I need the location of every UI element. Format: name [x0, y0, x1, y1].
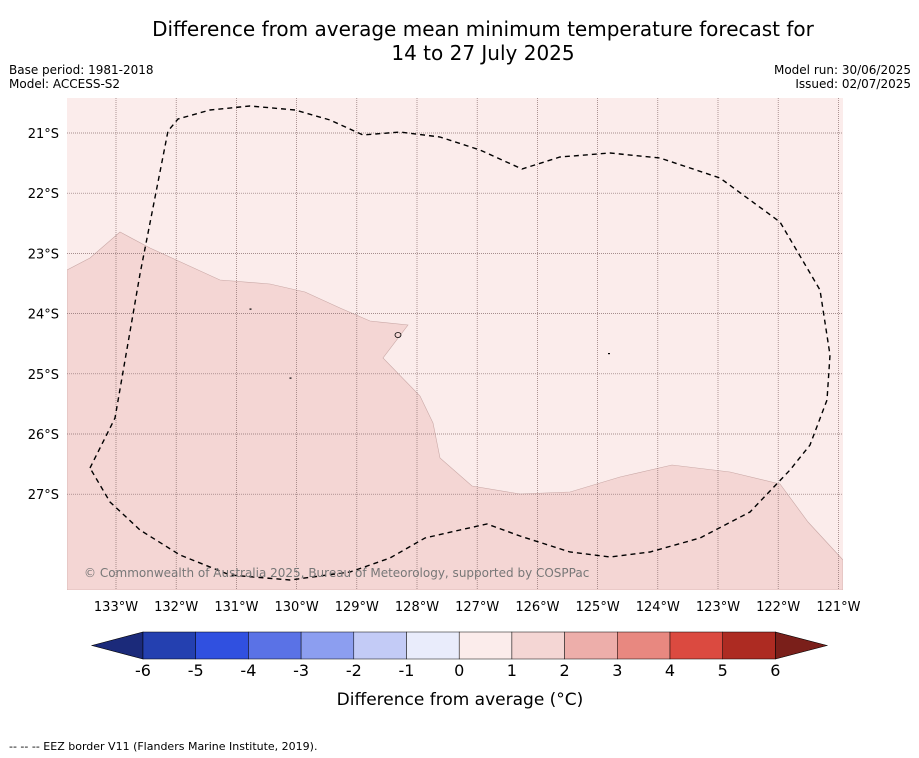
copyright-notice: © Commonwealth of Australia 2025, Bureau…: [84, 566, 589, 580]
meta-left: Base period: 1981-2018 Model: ACCESS-S2: [9, 63, 154, 91]
colorbar-tick: 1: [507, 661, 517, 680]
lon-label: 124°W: [636, 600, 680, 615]
eez-footnote: -- -- -- EEZ border V11 (Flanders Marine…: [9, 740, 318, 753]
lon-label: 127°W: [455, 600, 499, 615]
issued-date: Issued: 02/07/2025: [795, 77, 911, 91]
colorbar-segment: [142, 631, 196, 660]
lon-label: 126°W: [515, 600, 559, 615]
eez-border: [89, 105, 831, 581]
colorbar-segment: [722, 631, 776, 660]
meta-right: Model run: 30/06/2025 Issued: 02/07/2025: [774, 63, 911, 91]
lon-label: 123°W: [696, 600, 740, 615]
colorbar-segment: [617, 631, 671, 660]
colorbar-segment: [406, 631, 460, 660]
lat-label: 25°S: [28, 368, 59, 383]
colorbar-tick: 5: [718, 661, 728, 680]
colorbar-tick: -5: [188, 661, 204, 680]
colorbar: [90, 631, 829, 660]
lat-label: 21°S: [28, 127, 59, 142]
lon-label: 133°W: [94, 600, 138, 615]
lon-label: 122°W: [756, 600, 800, 615]
map-area: © Commonwealth of Australia 2025, Bureau…: [67, 98, 843, 590]
colorbar-segment: [248, 631, 302, 660]
map-figure: © Commonwealth of Australia 2025, Bureau…: [28, 98, 861, 710]
lat-label: 23°S: [28, 247, 59, 262]
lon-label: 131°W: [214, 600, 258, 615]
island: [289, 377, 292, 379]
colorbar-extend-high: [775, 631, 829, 660]
latitude-labels: 21°S 22°S 23°S 24°S 25°S 26°S 27°S: [28, 127, 59, 503]
lon-label: 121°W: [816, 600, 860, 615]
title-line-1: Difference from average mean minimum tem…: [152, 17, 814, 41]
graticule: [67, 98, 843, 590]
lon-label: 125°W: [576, 600, 620, 615]
island: [249, 308, 252, 310]
lon-label: 128°W: [395, 600, 439, 615]
colorbar-tick: 6: [770, 661, 780, 680]
colorbar-segment: [195, 631, 249, 660]
island: [608, 353, 610, 355]
chart-title: Difference from average mean minimum tem…: [0, 17, 919, 65]
colorbar-tick-labels: -6 -5 -4 -3 -2 -1 0 1 2 3 4 5 6: [135, 661, 780, 680]
colorbar-tick: -2: [346, 661, 362, 680]
colorbar-segment: [300, 631, 355, 660]
base-period: Base period: 1981-2018: [9, 63, 154, 77]
longitude-labels: 133°W 132°W 131°W 130°W 129°W 128°W 127°W 126°W…: [94, 600, 861, 615]
colorbar-tick: -6: [135, 661, 151, 680]
colorbar-tick: -3: [293, 661, 309, 680]
lat-label: 26°S: [28, 428, 59, 443]
colorbar-segment: [353, 631, 407, 660]
colorbar-label: Difference from average (°C): [337, 690, 584, 710]
lon-label: 130°W: [275, 600, 319, 615]
colorbar-segment: [669, 631, 723, 660]
anomaly-zone-1-to-2: [67, 231, 843, 590]
title-line-2: 14 to 27 July 2025: [391, 41, 575, 65]
model-name: Model: ACCESS-S2: [9, 77, 121, 91]
lon-label: 132°W: [154, 600, 198, 615]
model-run: Model run: 30/06/2025: [773, 63, 911, 77]
colorbar-tick: 2: [560, 661, 570, 680]
colorbar-segment: [511, 631, 565, 660]
colorbar-extend-low: [90, 631, 144, 660]
colorbar-tick: 3: [612, 661, 622, 680]
colorbar-tick: -1: [399, 661, 415, 680]
island: [394, 332, 402, 338]
colorbar-tick: 0: [454, 661, 464, 680]
colorbar-tick: 4: [665, 661, 675, 680]
lat-label: 22°S: [28, 187, 59, 202]
colorbar-segment: [564, 631, 618, 660]
lat-label: 24°S: [28, 308, 59, 323]
colorbar-tick: -4: [240, 661, 256, 680]
colorbar-segment: [458, 631, 513, 660]
lat-label: 27°S: [28, 488, 59, 503]
lon-label: 129°W: [335, 600, 379, 615]
